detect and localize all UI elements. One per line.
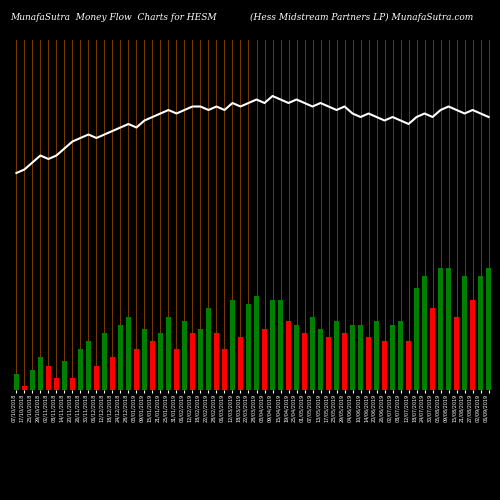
- Text: MunafaSutra  Money Flow  Charts for HESM: MunafaSutra Money Flow Charts for HESM: [10, 12, 216, 22]
- Bar: [102, 333, 106, 390]
- Bar: [398, 320, 403, 390]
- Bar: [158, 333, 162, 390]
- Bar: [478, 276, 483, 390]
- Bar: [38, 358, 42, 390]
- Bar: [390, 324, 395, 390]
- Bar: [46, 366, 50, 390]
- Bar: [230, 300, 234, 390]
- Bar: [374, 320, 379, 390]
- Bar: [382, 341, 387, 390]
- Bar: [86, 341, 90, 390]
- Bar: [262, 329, 266, 390]
- Bar: [438, 268, 443, 390]
- Bar: [318, 329, 322, 390]
- Bar: [326, 337, 330, 390]
- Bar: [110, 358, 114, 390]
- Bar: [30, 370, 34, 390]
- Bar: [414, 288, 419, 390]
- Bar: [430, 308, 435, 390]
- Bar: [118, 324, 122, 390]
- Bar: [462, 276, 467, 390]
- Bar: [62, 362, 66, 390]
- Bar: [310, 316, 314, 390]
- Bar: [254, 296, 258, 390]
- Bar: [222, 349, 226, 390]
- Bar: [238, 337, 242, 390]
- Bar: [406, 341, 411, 390]
- Bar: [134, 349, 138, 390]
- Bar: [302, 333, 306, 390]
- Bar: [350, 324, 354, 390]
- Bar: [150, 341, 154, 390]
- Bar: [342, 333, 346, 390]
- Bar: [190, 333, 194, 390]
- Bar: [70, 378, 74, 390]
- Bar: [358, 324, 362, 390]
- Bar: [246, 304, 250, 390]
- Bar: [294, 324, 298, 390]
- Bar: [126, 316, 130, 390]
- Bar: [454, 316, 459, 390]
- Bar: [206, 308, 210, 390]
- Bar: [94, 366, 98, 390]
- Bar: [198, 329, 202, 390]
- Bar: [486, 268, 491, 390]
- Bar: [366, 337, 370, 390]
- Bar: [54, 378, 58, 390]
- Bar: [166, 316, 170, 390]
- Text: (Hess Midstream Partners LP) MunafaSutra.com: (Hess Midstream Partners LP) MunafaSutra…: [250, 12, 473, 22]
- Bar: [182, 320, 186, 390]
- Bar: [14, 374, 18, 390]
- Bar: [470, 300, 475, 390]
- Bar: [174, 349, 178, 390]
- Bar: [422, 276, 427, 390]
- Bar: [270, 300, 274, 390]
- Bar: [286, 320, 290, 390]
- Bar: [78, 349, 82, 390]
- Bar: [22, 386, 26, 390]
- Bar: [142, 329, 146, 390]
- Bar: [446, 268, 451, 390]
- Bar: [278, 300, 282, 390]
- Bar: [214, 333, 218, 390]
- Bar: [334, 320, 338, 390]
